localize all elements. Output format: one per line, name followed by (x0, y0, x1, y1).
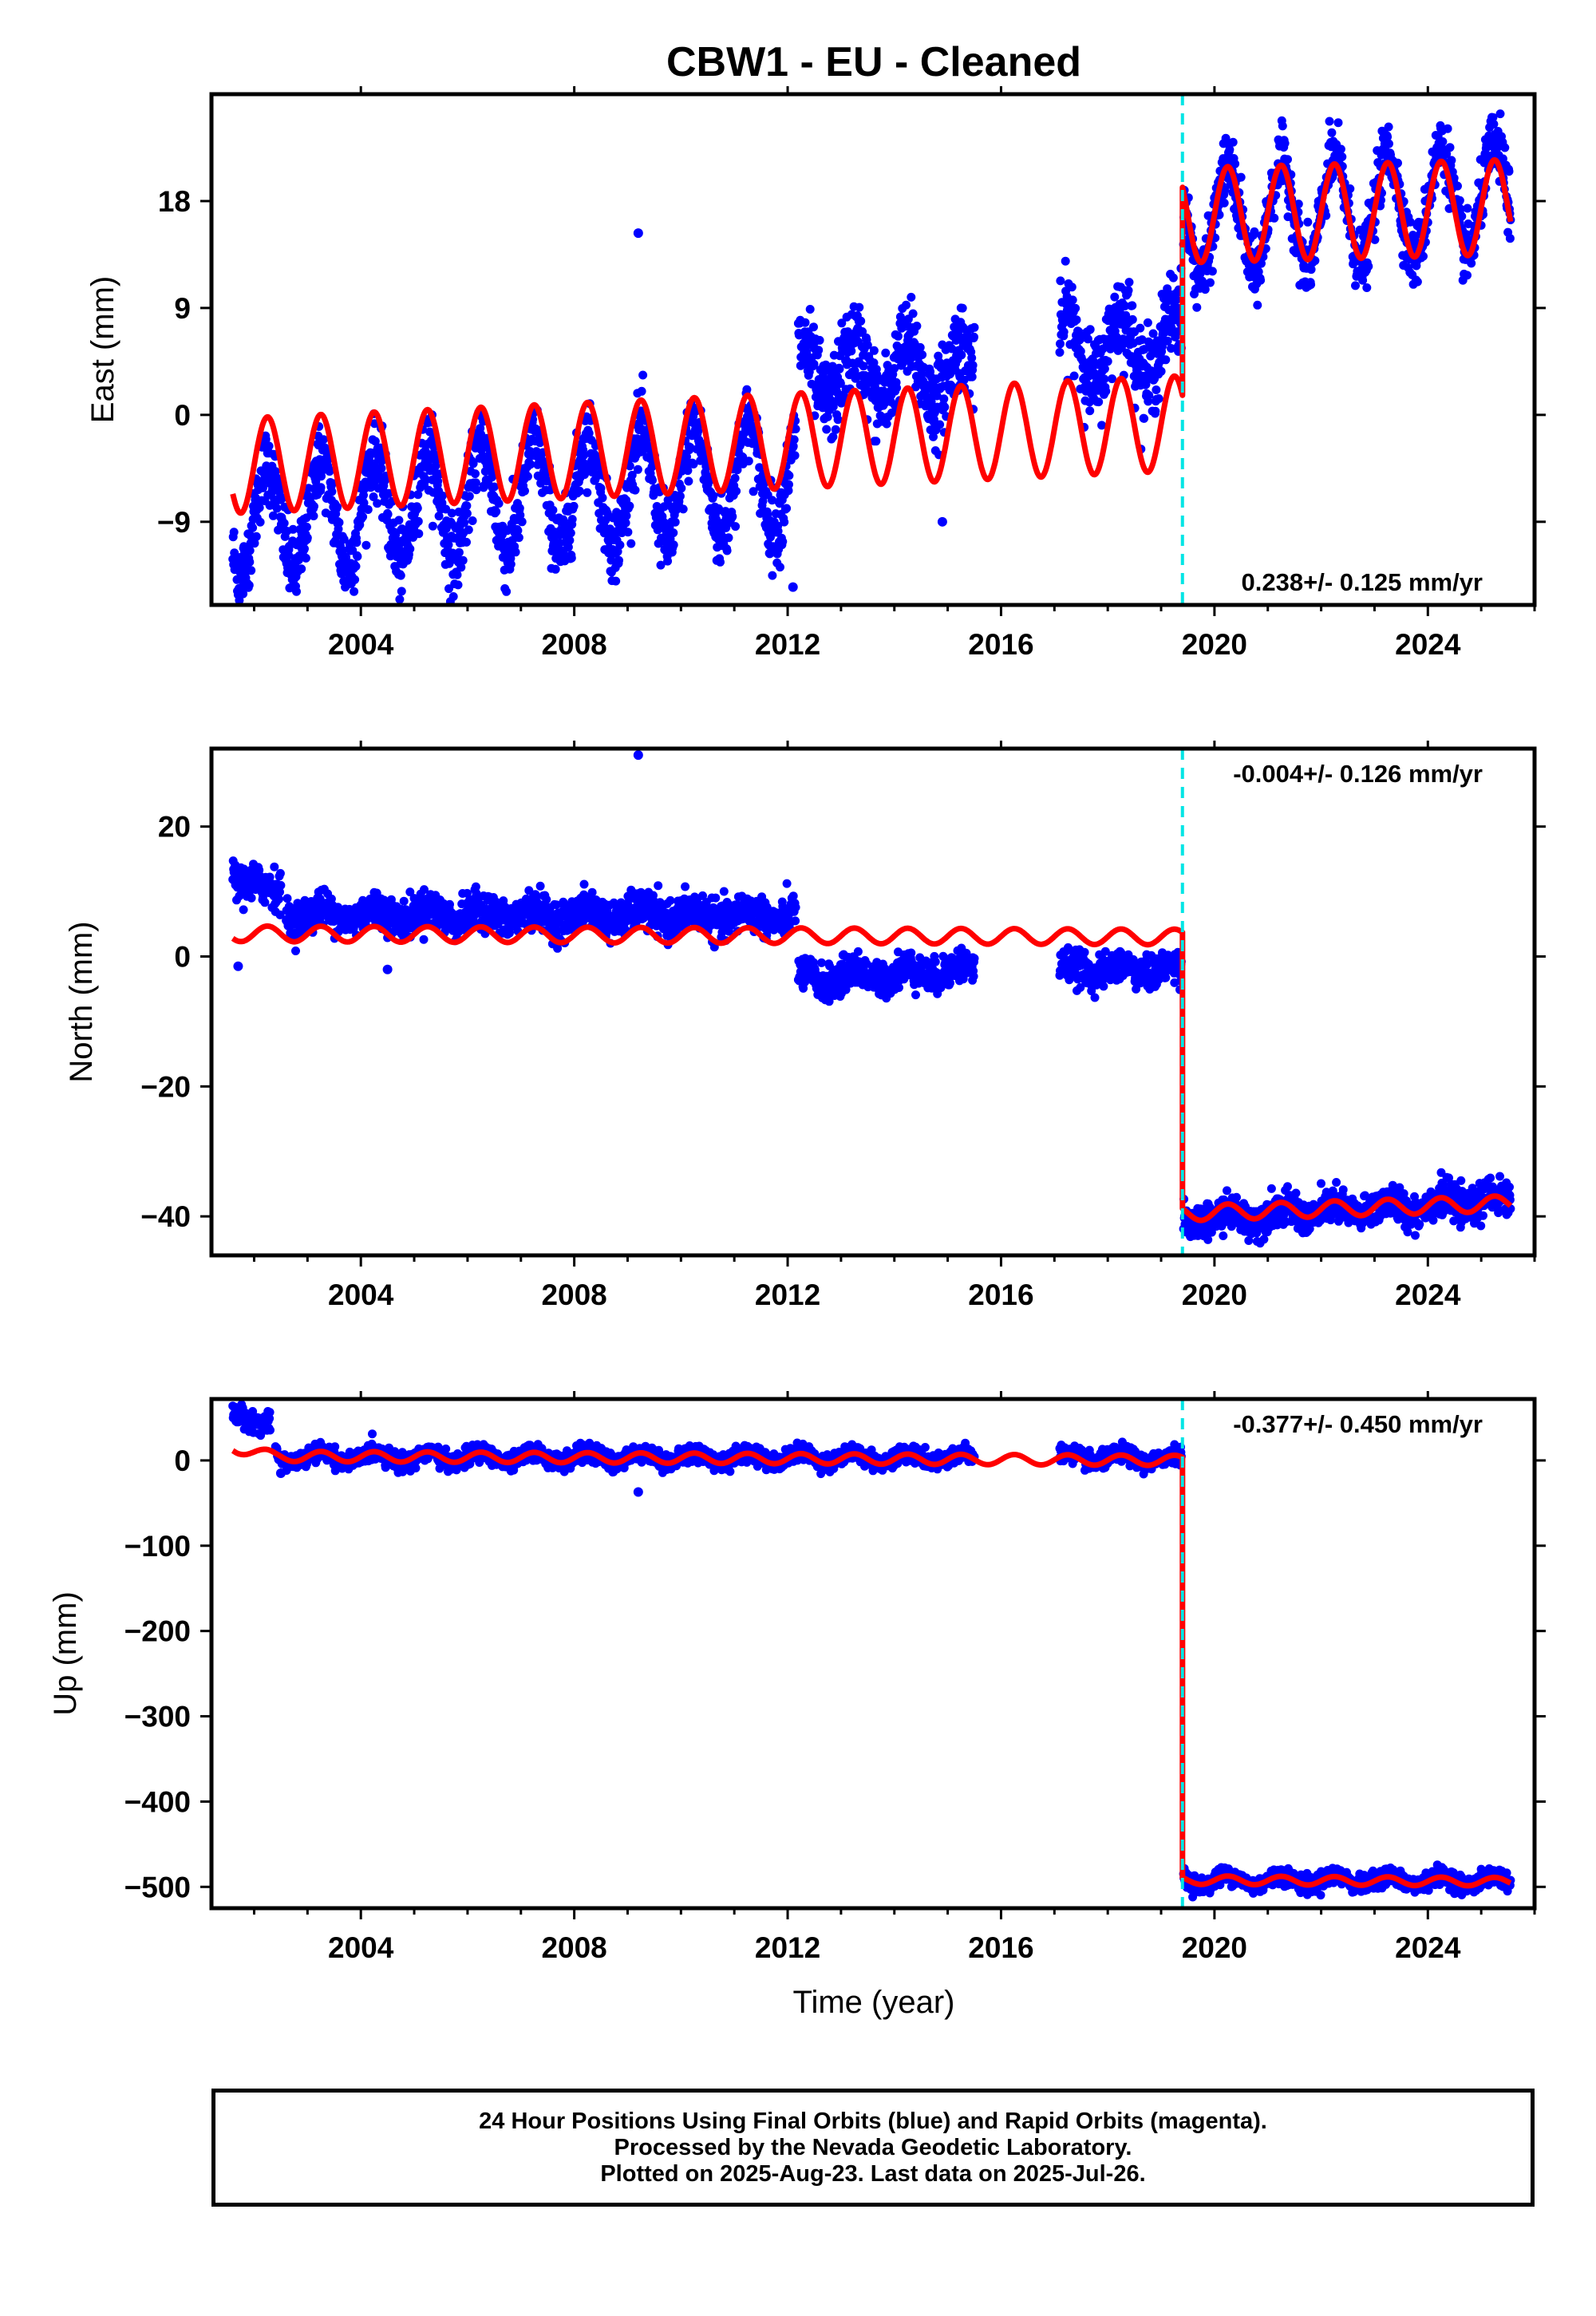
y-tick-label: −100 (124, 1530, 191, 1563)
footer-line-2: Processed by the Nevada Geodetic Laborat… (614, 2135, 1132, 2160)
x-tick-label: 2016 (968, 1279, 1033, 1311)
outlier-point (633, 1487, 643, 1497)
x-tick-label: 2020 (1182, 1931, 1247, 1964)
footer-line-1: 24 Hour Positions Using Final Orbits (bl… (479, 2109, 1267, 2134)
y-axis-label: East (mm) (85, 276, 120, 423)
panel-frame (209, 1397, 1537, 1911)
x-tick-label: 2012 (755, 628, 820, 661)
chart-title: CBW1 - EU - Cleaned (666, 39, 1081, 85)
x-tick-label: 2004 (328, 1931, 394, 1964)
x-tick-label: 2016 (968, 1931, 1033, 1964)
rate-label: -0.004+/- 0.126 mm/yr (1233, 760, 1483, 788)
y-axis-label: Up (mm) (48, 1591, 83, 1716)
y-tick-label: −20 (140, 1070, 191, 1103)
y-tick-label: 0 (174, 399, 191, 432)
outlier-point (233, 961, 243, 971)
y-tick-label: −500 (124, 1871, 191, 1903)
x-tick-label: 2020 (1182, 1279, 1247, 1311)
model-curve (231, 923, 1513, 1223)
x-tick-label: 2024 (1395, 1931, 1461, 1964)
x-tick-label: 2004 (328, 628, 394, 661)
x-tick-label: 2004 (328, 1279, 394, 1311)
data-points-north (228, 750, 1515, 1248)
x-axis-label: Time (year) (793, 1985, 955, 2020)
y-tick-label: −200 (124, 1615, 191, 1648)
panel-frame (209, 746, 1537, 1258)
x-tick-label: 2008 (541, 1279, 606, 1311)
x-tick-label: 2012 (755, 1931, 820, 1964)
outlier-point (937, 516, 947, 527)
data-point-cloud (228, 1400, 1515, 1902)
panel-up: 2004 2008 2012 2016 2020 2024 0 −100 −200 −300 −40… (48, 1391, 1546, 1964)
data-points-east (228, 109, 1515, 605)
x-tick-label: 2020 (1182, 628, 1247, 661)
outlier-point (633, 228, 643, 239)
data-point-cloud (228, 856, 1515, 1248)
outlier-point (633, 750, 643, 761)
y-tick-label: 0 (174, 1445, 191, 1477)
model-curve (231, 1446, 1513, 1889)
rate-label: -0.377+/- 0.450 mm/yr (1233, 1410, 1483, 1438)
y-tick-label: 0 (174, 941, 191, 974)
data-point-cloud (228, 109, 1515, 605)
outlier-point (275, 1468, 286, 1478)
x-tick-label: 2016 (968, 628, 1033, 661)
y-tick-label: 18 (158, 185, 191, 218)
outlier-point (788, 582, 798, 592)
x-tick-label: 2012 (755, 1279, 820, 1311)
y-tick-label: −40 (140, 1200, 191, 1233)
panel-north: 2004 2008 2012 2016 2020 2024 20 0 −20 −40 North (… (64, 741, 1546, 1311)
panel-frame (209, 92, 1537, 607)
y-axis-label: North (mm) (64, 921, 99, 1082)
y-tick-label: −9 (157, 506, 191, 539)
data-points-up (228, 1400, 1515, 1902)
x-tick-label: 2008 (541, 628, 606, 661)
x-tick-label: 2008 (541, 1931, 606, 1964)
model-curve (230, 156, 1514, 516)
footer-line-3: Plotted on 2025-Aug-23. Last data on 202… (600, 2161, 1146, 2187)
x-tick-label: 2024 (1395, 1279, 1461, 1311)
y-tick-label: −400 (124, 1785, 191, 1818)
y-tick-label: −300 (124, 1701, 191, 1733)
rate-label: 0.238+/- 0.125 mm/yr (1242, 568, 1483, 596)
y-tick-label: 20 (158, 811, 191, 844)
footer-box: 24 Hour Positions Using Final Orbits (bl… (211, 2089, 1535, 2207)
y-tick-label: 9 (174, 292, 191, 325)
outlier-point (382, 964, 393, 974)
x-tick-label: 2024 (1395, 628, 1461, 661)
panel-east: 2004 2008 2012 2016 2020 2024 18 9 0 −9 East (mm) 0… (85, 86, 1546, 661)
